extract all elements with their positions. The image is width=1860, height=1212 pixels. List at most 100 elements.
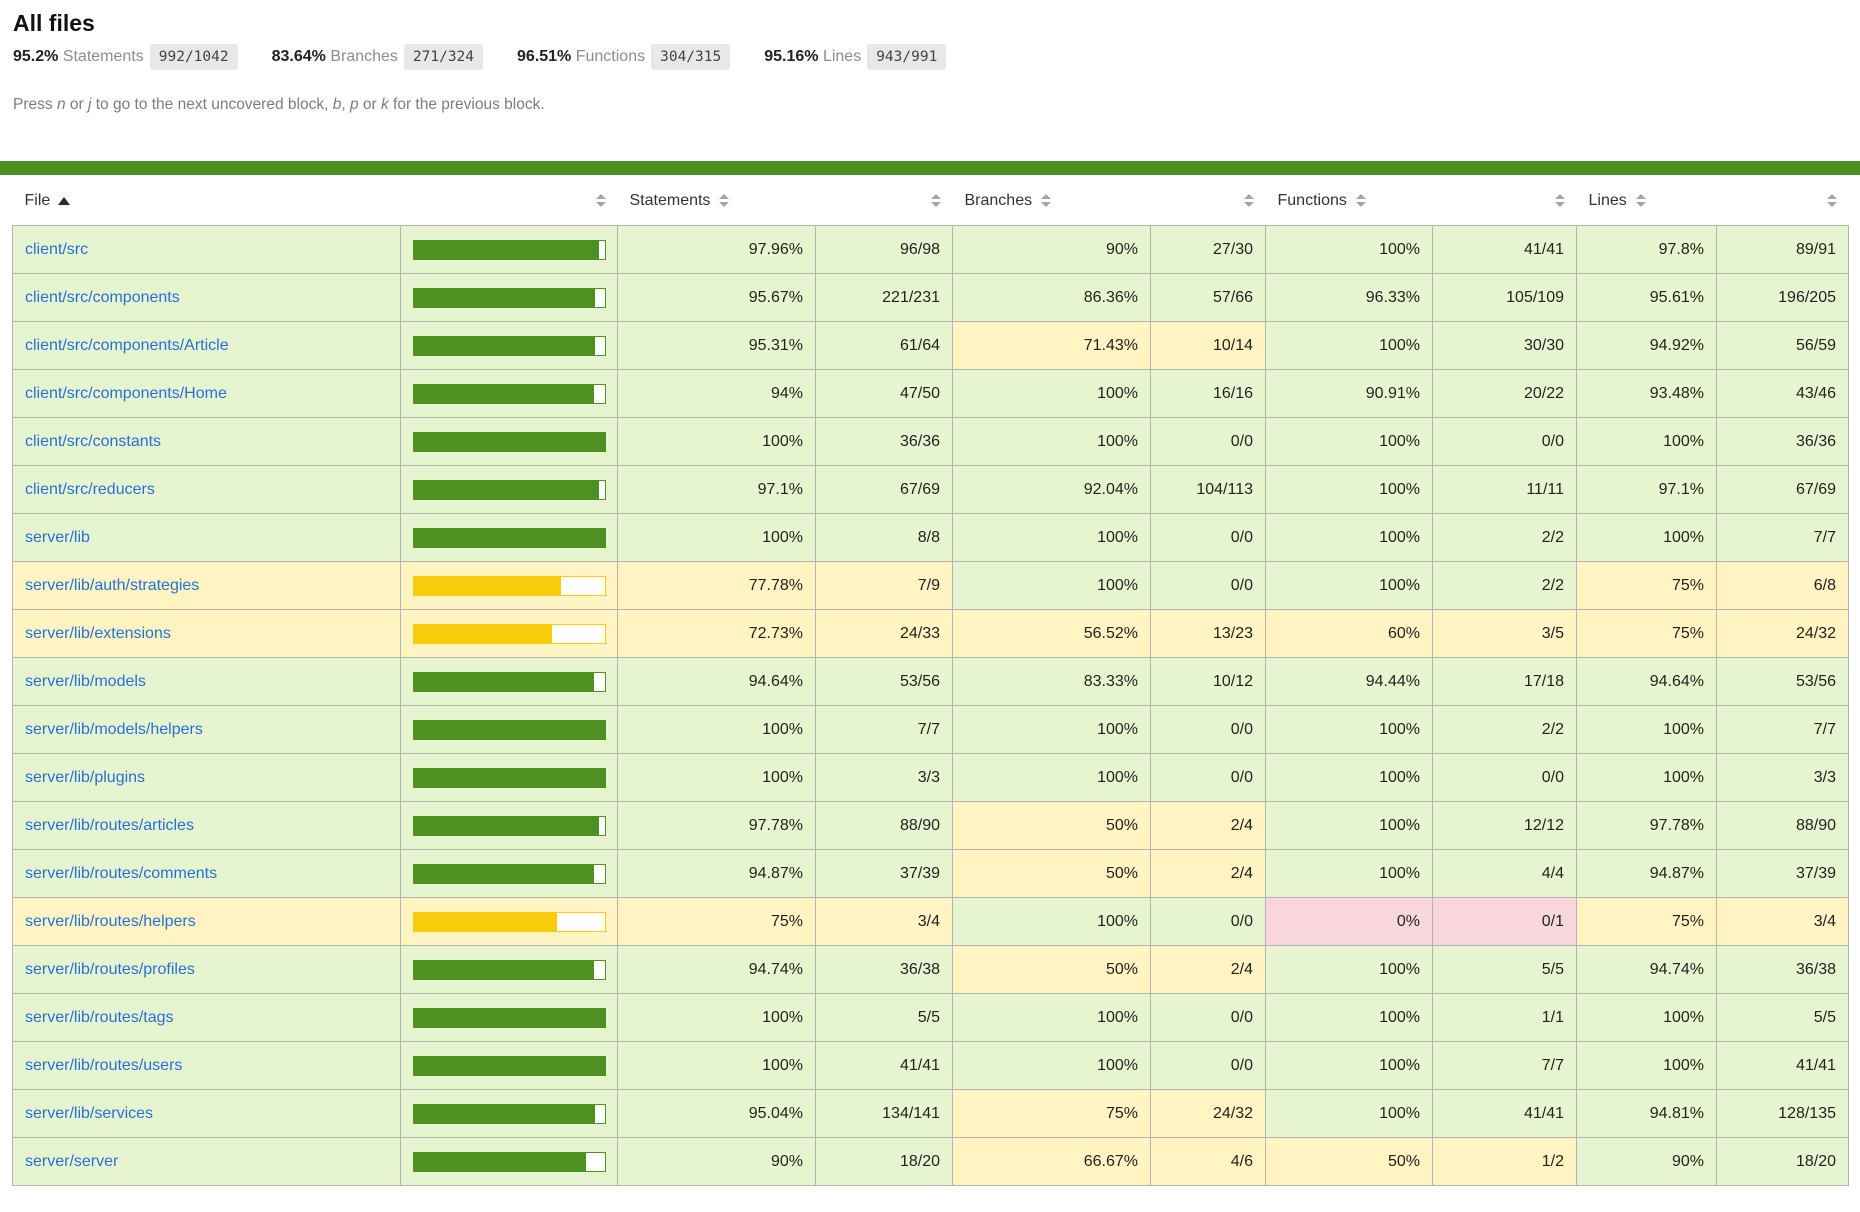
coverage-bar	[413, 959, 606, 980]
coverage-bar-empty	[593, 384, 605, 403]
statements-pct-cell: 94.64%	[617, 657, 816, 706]
functions-count-cell: 0/0	[1432, 753, 1577, 802]
file-cell: client/src/components/Home	[12, 369, 401, 418]
coverage-bar	[413, 1151, 606, 1172]
statements-pct-cell: 94.87%	[617, 849, 816, 898]
file-link[interactable]: server/lib/services	[25, 1104, 154, 1122]
lines-pct-cell: 93.48%	[1576, 369, 1717, 418]
file-link[interactable]: server/lib/routes/helpers	[25, 912, 196, 930]
file-link[interactable]: server/lib/auth/strategies	[25, 576, 200, 594]
metric-fraction: 304/315	[651, 44, 731, 70]
functions-count-cell: 41/41	[1432, 1089, 1577, 1138]
table-row: client/src/components/Article 95.31% 61/64…	[12, 321, 1849, 370]
lines-count-cell: 56/59	[1716, 321, 1849, 370]
coverage-bar-cell	[400, 849, 618, 898]
branches-count-cell: 0/0	[1150, 705, 1266, 754]
coverage-bar-cell	[400, 1089, 618, 1138]
file-link[interactable]: client/src	[25, 240, 89, 258]
file-link[interactable]: server/lib/extensions	[25, 624, 171, 642]
column-header-statements-count[interactable]	[815, 177, 953, 226]
branches-count-cell: 27/30	[1150, 225, 1266, 274]
file-link[interactable]: client/src/constants	[25, 432, 162, 450]
statements-count-cell: 3/3	[815, 753, 953, 802]
functions-pct-cell: 100%	[1265, 561, 1433, 610]
sort-icon	[1635, 194, 1646, 208]
table-row: server/lib 100% 8/8 100% 0/0 100% 2/2 100% 7/7	[12, 513, 1849, 562]
table-row: server/lib/routes/users 100% 41/41 100% 0/0 1…	[12, 1041, 1849, 1090]
coverage-bar-fill	[414, 624, 552, 643]
file-cell: server/lib/routes/articles	[12, 801, 401, 850]
table-row: server/lib/routes/comments 94.87% 37/39 50%…	[12, 849, 1849, 898]
branches-pct-cell: 50%	[952, 849, 1151, 898]
lines-pct-cell: 94.92%	[1576, 321, 1717, 370]
statements-count-cell: 24/33	[815, 609, 953, 658]
file-link[interactable]: client/src/components	[25, 288, 180, 306]
lines-count-cell: 88/90	[1716, 801, 1849, 850]
coverage-bar-cell	[400, 225, 618, 274]
branches-count-cell: 10/12	[1150, 657, 1266, 706]
file-link[interactable]: server/lib/routes/users	[25, 1056, 183, 1074]
branches-count-cell: 0/0	[1150, 753, 1266, 802]
file-link[interactable]: client/src/reducers	[25, 480, 155, 498]
lines-pct-cell: 75%	[1576, 897, 1717, 946]
functions-count-cell: 2/2	[1432, 513, 1577, 562]
statements-count-cell: 5/5	[815, 993, 953, 1042]
branches-pct-cell: 90%	[952, 225, 1151, 274]
lines-pct-cell: 94.87%	[1576, 849, 1717, 898]
functions-count-cell: 17/18	[1432, 657, 1577, 706]
column-header-statements[interactable]: Statements	[617, 177, 816, 226]
file-link[interactable]: server/lib/models	[25, 672, 146, 690]
coverage-bar-fill	[414, 288, 596, 307]
file-link[interactable]: client/src/components/Home	[25, 384, 227, 402]
branches-count-cell: 0/0	[1150, 897, 1266, 946]
column-header-lines[interactable]: Lines	[1576, 177, 1717, 226]
statements-pct-cell: 95.31%	[617, 321, 816, 370]
coverage-bar-cell	[400, 753, 618, 802]
file-link[interactable]: server/lib/routes/tags	[25, 1008, 174, 1026]
file-link[interactable]: client/src/components/Article	[25, 336, 229, 354]
coverage-bar	[413, 335, 606, 356]
column-header-functions[interactable]: Functions	[1265, 177, 1433, 226]
coverage-bar-cell	[400, 1041, 618, 1090]
statements-pct-cell: 90%	[617, 1137, 816, 1186]
coverage-bar-empty	[599, 240, 605, 259]
table-row: server/lib/routes/profiles 94.74% 36/38 50%…	[12, 945, 1849, 994]
column-header-bar[interactable]	[400, 177, 618, 226]
functions-pct-cell: 100%	[1265, 801, 1433, 850]
functions-count-cell: 105/109	[1432, 273, 1577, 322]
statements-pct-cell: 95.04%	[617, 1089, 816, 1138]
lines-pct-cell: 95.61%	[1576, 273, 1717, 322]
functions-count-cell: 3/5	[1432, 609, 1577, 658]
coverage-bar	[413, 1103, 606, 1124]
file-link[interactable]: server/lib	[25, 528, 90, 546]
coverage-bar-empty	[551, 624, 605, 643]
coverage-table: File Statements Branches Func	[12, 177, 1849, 1186]
file-link[interactable]: server/lib/routes/profiles	[25, 960, 195, 978]
file-link[interactable]: server/lib/models/helpers	[25, 720, 203, 738]
file-link[interactable]: server/server	[25, 1152, 119, 1170]
file-link[interactable]: server/lib/routes/comments	[25, 864, 218, 882]
statements-count-cell: 3/4	[815, 897, 953, 946]
file-link[interactable]: server/lib/plugins	[25, 768, 146, 786]
column-header-lines-count[interactable]	[1716, 177, 1849, 226]
coverage-bar-fill	[414, 1008, 605, 1027]
sort-ascending-icon	[58, 196, 71, 205]
branches-count-cell: 13/23	[1150, 609, 1266, 658]
branches-pct-cell: 100%	[952, 513, 1151, 562]
summary-metric: 96.51% Functions 304/315	[517, 44, 731, 70]
functions-count-cell: 2/2	[1432, 705, 1577, 754]
coverage-bar	[413, 287, 606, 308]
branches-count-cell: 2/4	[1150, 801, 1266, 850]
branches-pct-cell: 100%	[952, 369, 1151, 418]
lines-count-cell: 43/46	[1716, 369, 1849, 418]
coverage-bar-cell	[400, 513, 618, 562]
metric-label: Statements	[62, 48, 144, 65]
column-header-functions-count[interactable]	[1432, 177, 1577, 226]
statements-count-cell: 7/7	[815, 705, 953, 754]
lines-count-cell: 36/36	[1716, 417, 1849, 466]
coverage-bar-empty	[599, 480, 605, 499]
column-header-branches[interactable]: Branches	[952, 177, 1151, 226]
column-header-branches-count[interactable]	[1150, 177, 1266, 226]
file-link[interactable]: server/lib/routes/articles	[25, 816, 194, 834]
column-header-file[interactable]: File	[12, 177, 401, 226]
